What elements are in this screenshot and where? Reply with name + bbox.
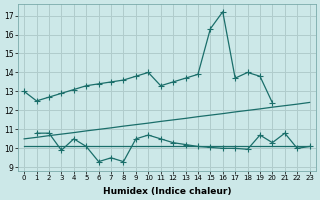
X-axis label: Humidex (Indice chaleur): Humidex (Indice chaleur) [103, 187, 231, 196]
